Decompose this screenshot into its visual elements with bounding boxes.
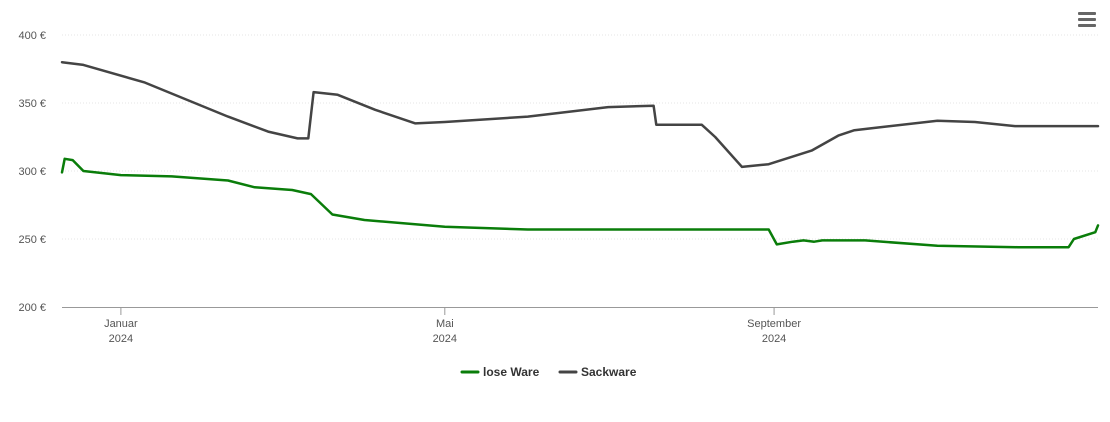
series-line-1: [60, 60, 1100, 169]
x-tick-label-year: 2024: [109, 333, 133, 345]
y-tick-label: 250 €: [18, 234, 46, 246]
series-line-0: [60, 157, 1100, 249]
y-tick-label: 400 €: [18, 30, 46, 42]
y-tick-label: 300 €: [18, 166, 46, 178]
x-tick-label-month: September: [747, 318, 801, 330]
axes: 400 € 350 € 300 € 250 € 200 € Januar 2024 Mai 20…: [18, 30, 1098, 345]
series: [60, 60, 1100, 249]
y-tick-label: 200 €: [18, 302, 46, 314]
legend-label-1: Sackware: [581, 365, 637, 379]
x-tick-label-year: 2024: [433, 333, 457, 345]
x-tick-label-year: 2024: [762, 333, 786, 345]
x-tick-label-month: Mai: [436, 318, 454, 330]
gridlines: [62, 34, 1098, 240]
legend-label-0: lose Ware: [483, 365, 540, 379]
chart-menu-icon[interactable]: [1076, 12, 1098, 32]
y-tick-label: 350 €: [18, 98, 46, 110]
x-tick-label-month: Januar: [104, 318, 138, 330]
legend: lose Ware Sackware: [460, 365, 637, 379]
